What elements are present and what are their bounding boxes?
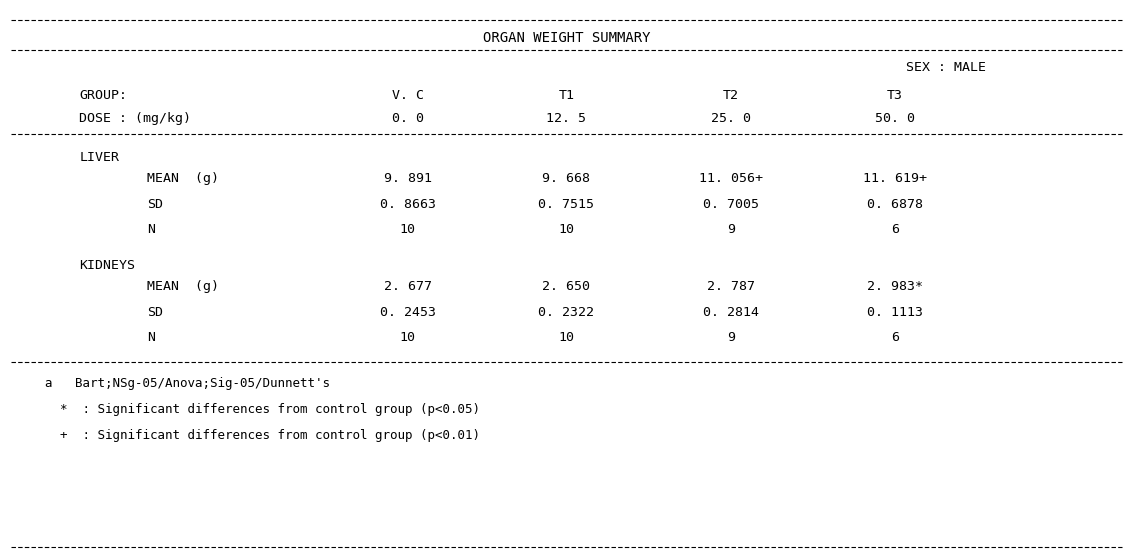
Text: 2. 677: 2. 677	[384, 280, 432, 293]
Text: *  : Significant differences from control group (p<0.05): * : Significant differences from control…	[45, 403, 480, 416]
Text: N: N	[147, 331, 155, 344]
Text: 10: 10	[400, 223, 416, 236]
Text: 2. 983*: 2. 983*	[867, 280, 923, 293]
Text: 2. 650: 2. 650	[543, 280, 590, 293]
Text: 0. 7515: 0. 7515	[538, 198, 595, 210]
Text: SD: SD	[147, 306, 163, 319]
Text: a   Bart;NSg-05/Anova;Sig-05/Dunnett's: a Bart;NSg-05/Anova;Sig-05/Dunnett's	[45, 377, 331, 390]
Text: MEAN  (g): MEAN (g)	[147, 172, 220, 185]
Text: 25. 0: 25. 0	[710, 112, 751, 124]
Text: MEAN  (g): MEAN (g)	[147, 280, 220, 293]
Text: 11. 619+: 11. 619+	[863, 172, 927, 185]
Text: 9. 891: 9. 891	[384, 172, 432, 185]
Text: T1: T1	[559, 89, 574, 102]
Text: ORGAN WEIGHT SUMMARY: ORGAN WEIGHT SUMMARY	[483, 31, 650, 45]
Text: T2: T2	[723, 89, 739, 102]
Text: 6: 6	[891, 331, 900, 344]
Text: 12. 5: 12. 5	[546, 112, 587, 124]
Text: 9: 9	[726, 331, 735, 344]
Text: KIDNEYS: KIDNEYS	[79, 259, 135, 272]
Text: V. C: V. C	[392, 89, 424, 102]
Text: 10: 10	[559, 331, 574, 344]
Text: T3: T3	[887, 89, 903, 102]
Text: 2. 787: 2. 787	[707, 280, 755, 293]
Text: 6: 6	[891, 223, 900, 236]
Text: 0. 2322: 0. 2322	[538, 306, 595, 319]
Text: +  : Significant differences from control group (p<0.01): + : Significant differences from control…	[45, 429, 480, 441]
Text: 50. 0: 50. 0	[875, 112, 915, 124]
Text: 0. 6878: 0. 6878	[867, 198, 923, 210]
Text: 0. 1113: 0. 1113	[867, 306, 923, 319]
Text: 9: 9	[726, 223, 735, 236]
Text: LIVER: LIVER	[79, 151, 119, 163]
Text: 0. 2814: 0. 2814	[702, 306, 759, 319]
Text: 0. 7005: 0. 7005	[702, 198, 759, 210]
Text: 0. 2453: 0. 2453	[380, 306, 436, 319]
Text: 0. 8663: 0. 8663	[380, 198, 436, 210]
Text: 10: 10	[400, 331, 416, 344]
Text: SD: SD	[147, 198, 163, 210]
Text: N: N	[147, 223, 155, 236]
Text: 11. 056+: 11. 056+	[699, 172, 763, 185]
Text: 0. 0: 0. 0	[392, 112, 424, 124]
Text: 9. 668: 9. 668	[543, 172, 590, 185]
Text: SEX : MALE: SEX : MALE	[906, 61, 986, 74]
Text: 10: 10	[559, 223, 574, 236]
Text: GROUP:: GROUP:	[79, 89, 127, 102]
Text: DOSE : (mg/kg): DOSE : (mg/kg)	[79, 112, 191, 124]
